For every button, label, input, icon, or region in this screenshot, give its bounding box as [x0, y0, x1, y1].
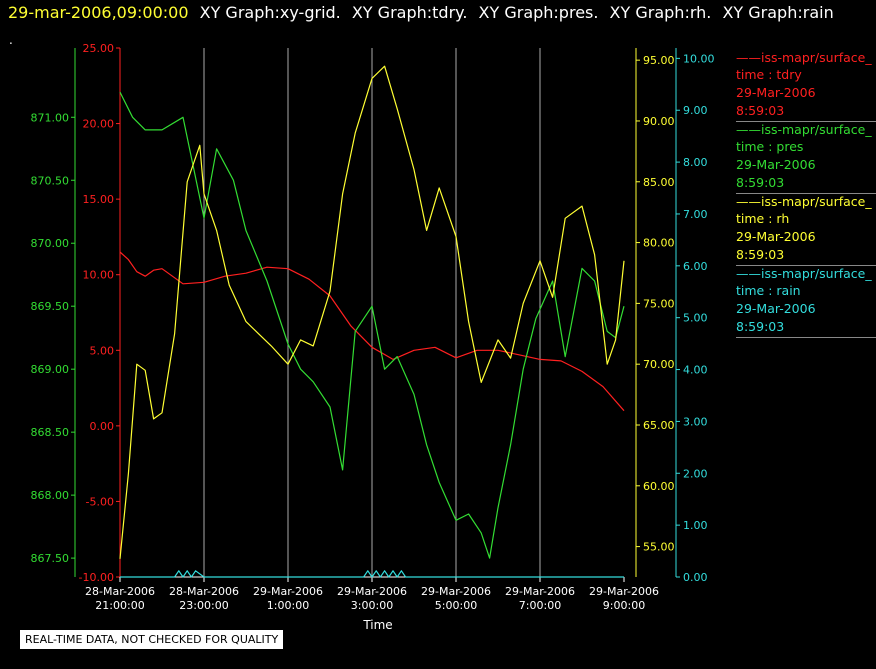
rain-tick-label: 4.00: [683, 364, 708, 377]
x-tick-label-date: 28-Mar-2006: [169, 585, 239, 598]
legend-line-rh: ——: [736, 194, 761, 209]
rh-tick-label: 90.00: [643, 115, 675, 128]
legend-line-pres: ——: [736, 122, 761, 137]
legend-time-pres: 8:59:03: [736, 175, 785, 190]
pres-tick-label: 867.50: [31, 552, 70, 565]
legend-time-tdry: 8:59:03: [736, 103, 785, 118]
legend-time-rain: 8:59:03: [736, 319, 785, 334]
x-tick-label-date: 28-Mar-2006: [85, 585, 155, 598]
legend-time-rh: 8:59:03: [736, 247, 785, 262]
legend-divider: [736, 265, 876, 266]
legend-name-pres: iss-mapr/surface_: [761, 122, 872, 137]
rain-tick-label: 10.00: [683, 52, 715, 65]
timestamp: 29-mar-2006,09:00:00: [8, 3, 189, 22]
x-tick-label-time: 21:00:00: [95, 599, 144, 612]
legend: ——iss-mapr/surface_ time : tdry 29-Mar-2…: [736, 50, 876, 338]
legend-divider: [736, 337, 876, 338]
graph-name-rain: XY Graph:rain: [722, 3, 834, 22]
rh-series-line: [119, 65, 625, 559]
rh-tick-label: 60.00: [643, 480, 675, 493]
rh-tick-label: 85.00: [643, 176, 675, 189]
pres-tick-label: 870.00: [31, 237, 70, 250]
rh-tick-label: 65.00: [643, 419, 675, 432]
rain-tick-label: 6.00: [683, 260, 708, 273]
pres-tick-label: 869.50: [31, 300, 70, 313]
x-tick-label-date: 29-Mar-2006: [505, 585, 575, 598]
legend-var-rain: time : rain: [736, 283, 801, 298]
rh-tick-label: 75.00: [643, 297, 675, 310]
legend-name-rh: iss-mapr/surface_: [761, 194, 872, 209]
legend-var-tdry: time : tdry: [736, 67, 802, 82]
pres-tick-label: 870.50: [31, 174, 70, 187]
legend-entry-rain: ——iss-mapr/surface_ time : rain 29-Mar-2…: [736, 266, 876, 338]
legend-divider: [736, 121, 876, 122]
graph-name-rh: XY Graph:rh.: [609, 3, 712, 22]
rain-tick-label: 3.00: [683, 415, 708, 428]
x-tick-label-time: 5:00:00: [435, 599, 477, 612]
rain-tick-label: 0.00: [683, 571, 708, 584]
graph-name-xy-grid: XY Graph:xy-grid.: [199, 3, 341, 22]
rh-tick-label: 95.00: [643, 54, 675, 67]
status-dot: .: [9, 33, 13, 47]
legend-line-tdry: ——: [736, 50, 761, 65]
tdry-tick-label: 25.00: [83, 42, 115, 55]
rain-series-line: [120, 570, 624, 578]
legend-date-rh: 29-Mar-2006: [736, 229, 816, 244]
tdry-tick-label: -5.00: [86, 495, 114, 508]
rain-tick-label: 8.00: [683, 156, 708, 169]
legend-date-pres: 29-Mar-2006: [736, 157, 816, 172]
tdry-tick-label: 0.00: [90, 420, 115, 433]
rain-tick-label: 5.00: [683, 312, 708, 325]
legend-date-tdry: 29-Mar-2006: [736, 85, 816, 100]
quality-disclaimer: REAL-TIME DATA, NOT CHECKED FOR QUALITY: [20, 630, 284, 649]
x-tick-label-time: 9:00:00: [603, 599, 645, 612]
x-tick-label-date: 29-Mar-2006: [253, 585, 323, 598]
x-tick-label-time: 1:00:00: [267, 599, 309, 612]
legend-date-rain: 29-Mar-2006: [736, 301, 816, 316]
legend-line-rain: ——: [736, 266, 761, 281]
x-tick-label-time: 3:00:00: [351, 599, 393, 612]
x-tick-label-time: 7:00:00: [519, 599, 561, 612]
legend-divider: [736, 193, 876, 194]
rh-tick-label: 70.00: [643, 358, 675, 371]
legend-entry-pres: ——iss-mapr/surface_ time : pres 29-Mar-2…: [736, 122, 876, 194]
tdry-tick-label: 15.00: [83, 193, 115, 206]
tdry-series-line: [119, 251, 625, 412]
pres-series-line: [119, 91, 625, 559]
rh-tick-label: 55.00: [643, 541, 675, 554]
tdry-tick-label: 10.00: [83, 269, 115, 282]
title-bar: 29-mar-2006,09:00:00 XY Graph:xy-grid. X…: [8, 3, 834, 22]
rain-tick-label: 1.00: [683, 519, 708, 532]
pres-tick-label: 868.00: [31, 489, 70, 502]
legend-var-rh: time : rh: [736, 211, 790, 226]
rain-tick-label: 9.00: [683, 104, 708, 117]
legend-entry-rh: ——iss-mapr/surface_ time : rh 29-Mar-200…: [736, 194, 876, 266]
rain-tick-label: 7.00: [683, 208, 708, 221]
x-axis-title: Time: [362, 618, 392, 632]
rh-tick-label: 80.00: [643, 237, 675, 250]
pres-tick-label: 869.00: [31, 363, 70, 376]
graph-name-tdry: XY Graph:tdry.: [351, 3, 468, 22]
legend-name-rain: iss-mapr/surface_: [761, 266, 872, 281]
legend-entry-tdry: ——iss-mapr/surface_ time : tdry 29-Mar-2…: [736, 50, 876, 122]
pres-tick-label: 868.50: [31, 426, 70, 439]
x-tick-label-date: 29-Mar-2006: [421, 585, 491, 598]
legend-name-tdry: iss-mapr/surface_: [761, 50, 872, 65]
legend-var-pres: time : pres: [736, 139, 804, 154]
rain-tick-label: 2.00: [683, 467, 708, 480]
graph-name-pres: XY Graph:pres.: [478, 3, 599, 22]
x-tick-label-time: 23:00:00: [179, 599, 228, 612]
tdry-tick-label: -10.00: [79, 571, 114, 584]
x-tick-label-date: 29-Mar-2006: [589, 585, 659, 598]
pres-tick-label: 871.00: [31, 111, 70, 124]
x-tick-label-date: 29-Mar-2006: [337, 585, 407, 598]
tdry-tick-label: 5.00: [90, 344, 115, 357]
tdry-tick-label: 20.00: [83, 118, 115, 131]
